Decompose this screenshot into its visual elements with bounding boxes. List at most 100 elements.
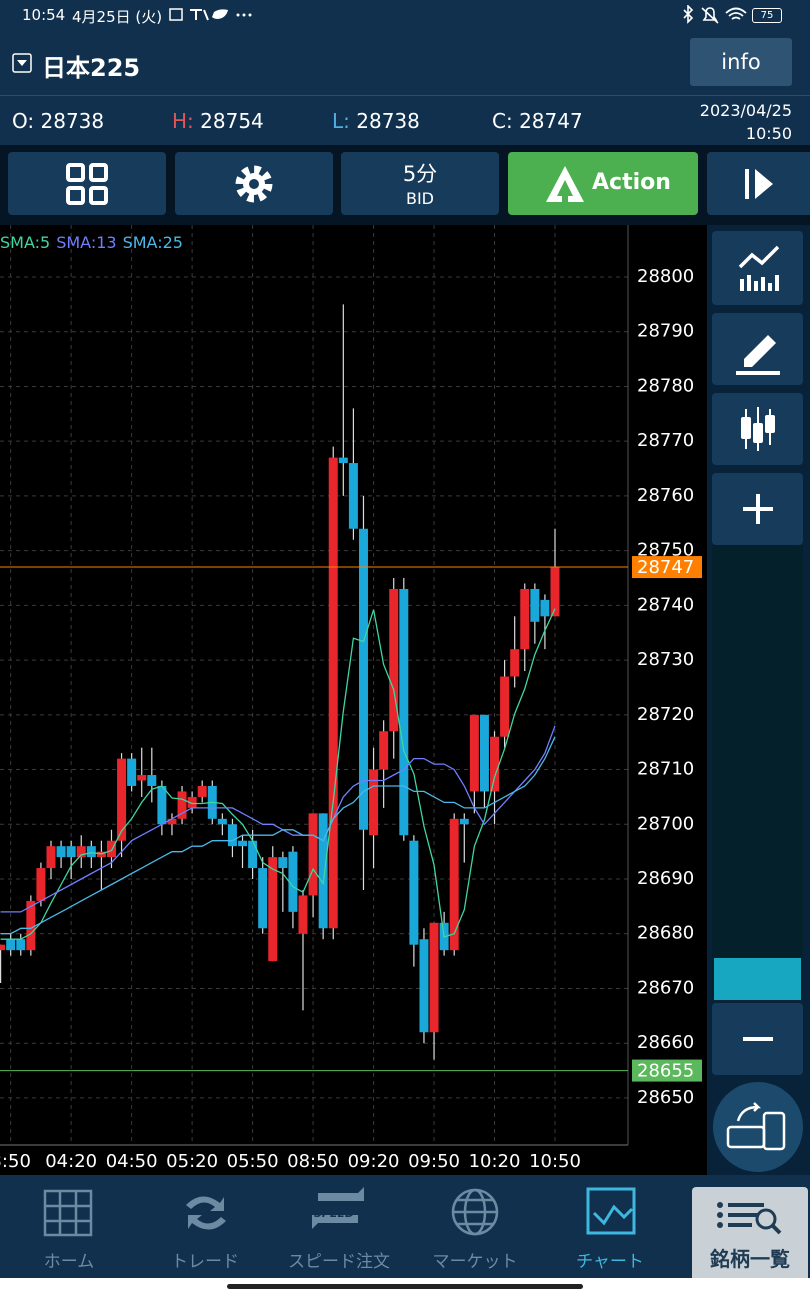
rotate-button[interactable] bbox=[712, 1081, 804, 1173]
candle-body bbox=[86, 846, 96, 858]
candle-body bbox=[238, 840, 248, 847]
candle-body bbox=[379, 731, 389, 770]
action-label: Action bbox=[592, 170, 671, 195]
x-tick-label: 09:50 bbox=[408, 1151, 460, 1172]
candle-body bbox=[106, 840, 116, 858]
list-icon bbox=[717, 1202, 782, 1235]
plus-icon bbox=[743, 494, 773, 524]
candle-body bbox=[338, 457, 348, 464]
nav-item[interactable]: スピード注文 bbox=[288, 1252, 390, 1272]
nav-item[interactable]: マーケット bbox=[432, 1252, 518, 1272]
x-tick-label: 08:50 bbox=[287, 1151, 339, 1172]
bottom-nav: SPEED ホーム トレード スピード注文 マーケット チャート 銘柄一覧 bbox=[0, 1175, 810, 1296]
draw-button[interactable] bbox=[712, 313, 803, 385]
indicator-button[interactable] bbox=[712, 231, 803, 305]
candle-body bbox=[409, 840, 419, 945]
battery: 75 bbox=[752, 8, 782, 23]
date: 2023/04/25 bbox=[699, 101, 792, 120]
candle-body bbox=[389, 588, 399, 732]
nav-item[interactable]: チャート bbox=[576, 1252, 644, 1272]
candle-body bbox=[399, 588, 409, 836]
label: H: bbox=[172, 109, 194, 133]
y-tick-label: 28760 bbox=[637, 485, 694, 506]
interval: 5分 bbox=[402, 162, 438, 186]
x-tick-label: 10:50 bbox=[529, 1151, 581, 1172]
nav-item[interactable]: トレード bbox=[171, 1252, 239, 1272]
value: 28738 bbox=[40, 109, 105, 133]
layout-button[interactable] bbox=[8, 152, 166, 215]
status-date: 4月25日 (火) bbox=[72, 8, 163, 26]
y-tick-label: 28710 bbox=[637, 759, 694, 780]
candle-body bbox=[530, 588, 540, 622]
candle-body bbox=[328, 457, 338, 929]
dropdown-icon[interactable] bbox=[12, 53, 32, 73]
info-button[interactable]: info bbox=[690, 38, 792, 86]
y-tick-label: 28650 bbox=[637, 1087, 694, 1108]
candle-body bbox=[369, 769, 379, 836]
y-tick-label: 28770 bbox=[637, 430, 694, 451]
y-tick-label: 28800 bbox=[637, 266, 694, 287]
zoom-slider[interactable] bbox=[712, 545, 803, 1000]
candle-body bbox=[26, 900, 36, 951]
interval-button[interactable]: 5分 BID bbox=[341, 152, 499, 215]
status-right-icons bbox=[683, 5, 747, 24]
quote-open: O: 28738 bbox=[12, 109, 104, 133]
grid-icon bbox=[66, 163, 108, 205]
candle-body bbox=[46, 846, 56, 869]
x-tick-label: 04:20 bbox=[45, 1151, 97, 1172]
candle-type-button[interactable] bbox=[712, 393, 803, 465]
candle-body bbox=[197, 785, 207, 797]
candle-body bbox=[288, 851, 298, 912]
divider bbox=[0, 95, 810, 96]
quote-timestamp: 2023/04/25 10:50 bbox=[700, 99, 792, 145]
quote-low: L: 28738 bbox=[332, 109, 420, 133]
y-tick-label: 28720 bbox=[637, 704, 694, 725]
play-icon bbox=[745, 169, 773, 199]
candle-body bbox=[298, 895, 308, 934]
candle-body bbox=[177, 791, 187, 819]
candle-body bbox=[308, 813, 318, 896]
candle-body bbox=[76, 846, 86, 858]
nav-item[interactable]: ホーム bbox=[43, 1252, 95, 1272]
y-tick-label: 28680 bbox=[637, 923, 694, 944]
candle-body bbox=[348, 463, 358, 529]
side-panel bbox=[707, 225, 810, 1175]
zoom-thumb[interactable] bbox=[714, 958, 801, 1000]
zoom-out-button[interactable] bbox=[712, 1003, 803, 1075]
candle-body bbox=[540, 599, 550, 617]
action-button[interactable]: Action bbox=[508, 152, 698, 215]
candle-body bbox=[117, 758, 127, 841]
y-tick-label: 28700 bbox=[637, 813, 694, 834]
status-bar: 10:54 4月25日 (火) 75 bbox=[0, 0, 810, 30]
sma-line bbox=[0, 736, 556, 935]
candle-body bbox=[127, 758, 137, 786]
x-tick-label: 05:50 bbox=[227, 1151, 279, 1172]
symbol-name[interactable]: 日本225 bbox=[42, 54, 141, 82]
label: L: bbox=[332, 109, 350, 133]
nav-icons bbox=[43, 1187, 636, 1237]
candle-body bbox=[0, 944, 6, 951]
next-button[interactable] bbox=[707, 152, 810, 215]
zoom-in-button[interactable] bbox=[712, 473, 803, 545]
candle-body bbox=[217, 818, 227, 825]
toolbar: 5分 BID Action bbox=[0, 145, 810, 225]
sma-line bbox=[0, 608, 556, 940]
candle-body bbox=[6, 939, 16, 951]
candle-body bbox=[318, 813, 328, 929]
symbol-list-label: 銘柄一覧 bbox=[710, 1247, 790, 1271]
candle-body bbox=[36, 868, 46, 901]
plot-background bbox=[0, 225, 707, 1175]
legend: SMA:5 SMA:13 SMA:25 bbox=[0, 233, 183, 252]
label: C: bbox=[492, 109, 513, 133]
settings-button[interactable] bbox=[175, 152, 333, 215]
price-tag bbox=[632, 556, 702, 579]
y-tick-label: 28670 bbox=[637, 977, 694, 998]
candle-body bbox=[459, 818, 469, 825]
y-tick-label: 28790 bbox=[637, 321, 694, 342]
symbol-list-button[interactable]: 銘柄一覧 bbox=[692, 1187, 808, 1283]
x-tick-label: 3:50 bbox=[0, 1151, 31, 1172]
candle-body bbox=[147, 775, 157, 786]
speed-badge: SPEED bbox=[314, 1207, 355, 1220]
candle-icon bbox=[741, 407, 775, 451]
